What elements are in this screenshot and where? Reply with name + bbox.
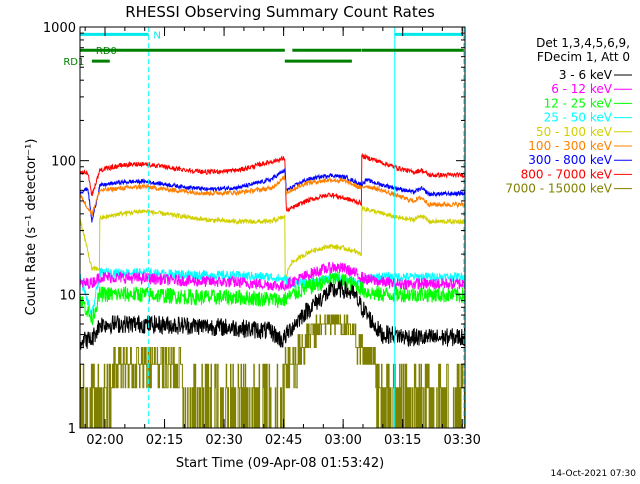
legend-header-line-2: FDecim 1, Att 0 <box>537 50 630 64</box>
y-tick-label-0: 1 <box>68 422 76 437</box>
series-line-2 <box>79 271 466 325</box>
x-axis-label: Start Time (09-Apr-08 01:53:42) <box>176 456 384 471</box>
legend-label-2: 12 - 25 keV <box>544 96 613 110</box>
legend-label-7: 800 - 7000 keV <box>521 167 613 181</box>
series-line-5 <box>79 175 466 217</box>
legend-label-8: 7000 - 15000 keV <box>505 182 612 196</box>
x-tick-label-4: 03:00 <box>324 433 361 448</box>
flag-label-rd0: RD0 <box>96 46 117 57</box>
y-tick-label-1: 10 <box>59 288 76 303</box>
y-tick-label-3: 1000 <box>43 21 76 36</box>
series-line-7 <box>79 152 466 212</box>
legend-header-line-1: Det 1,3,4,5,6,9, <box>536 36 630 50</box>
axes-layer: 02:00 02:15 02:30 02:45 03:00 03:15 03:30 1 10 10… <box>43 21 481 448</box>
x-tick-label-6: 03:30 <box>443 433 480 448</box>
x-tick-label-0: 02:00 <box>86 433 123 448</box>
series-line-4 <box>79 205 466 280</box>
x-tick-label-2: 02:30 <box>205 433 242 448</box>
legend-label-4: 50 - 100 keV <box>536 125 613 139</box>
series-line-3 <box>79 266 466 315</box>
plot-frame <box>79 26 466 429</box>
legend-label-5: 100 - 300 keV <box>528 139 612 153</box>
y-tick-label-2: 100 <box>51 155 76 170</box>
series-line-6 <box>79 168 466 223</box>
legend-label-0: 3 - 6 keV <box>559 68 613 82</box>
footer-date: 14-Oct-2021 07:30 <box>551 469 637 479</box>
series-line-0 <box>79 278 466 350</box>
plot-data-layer <box>79 152 466 429</box>
legend-label-1: 6 - 12 keV <box>551 82 613 96</box>
x-tick-label-3: 02:45 <box>265 433 302 448</box>
flag-label-rd1: RD1 <box>63 57 84 68</box>
x-tick-label-1: 02:15 <box>146 433 183 448</box>
flag-label-n: N <box>153 30 160 41</box>
legend-label-3: 25 - 50 keV <box>544 111 613 125</box>
chart-title: RHESSI Observing Summary Count Rates <box>125 3 435 21</box>
x-tick-label-5: 03:15 <box>384 433 421 448</box>
series-line-1 <box>79 261 466 292</box>
legend-label-6: 300 - 800 keV <box>528 153 612 167</box>
legend: Det 1,3,4,5,6,9, FDecim 1, Att 0 3 - 6 k… <box>505 36 632 196</box>
y-axis-label: Count Rate (s⁻¹ detector⁻¹) <box>24 139 39 316</box>
